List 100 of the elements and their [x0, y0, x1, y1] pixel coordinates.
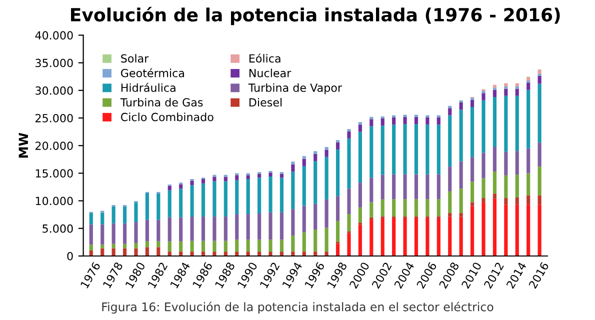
bar	[380, 174, 384, 200]
bar	[291, 209, 295, 236]
bar	[156, 193, 160, 220]
bar	[100, 244, 104, 248]
bar	[145, 247, 149, 256]
bar	[526, 90, 530, 148]
bar	[224, 216, 228, 241]
bar	[414, 174, 418, 200]
bar	[459, 216, 463, 256]
bar	[347, 131, 351, 138]
bar	[358, 224, 362, 256]
bar	[291, 162, 295, 164]
bar	[526, 173, 530, 196]
bar	[470, 202, 474, 206]
legend-label: Geotérmica	[120, 68, 184, 78]
bar	[336, 196, 340, 221]
bar	[370, 220, 374, 256]
bar	[280, 240, 284, 252]
y-tick-label: 40.000	[35, 31, 73, 40]
bar	[168, 190, 172, 218]
bar	[380, 118, 384, 126]
bar	[515, 83, 519, 87]
bar	[314, 161, 318, 204]
bar	[179, 184, 183, 189]
bar	[280, 212, 284, 240]
legend-label: Diesel	[249, 98, 282, 107]
bar	[403, 218, 407, 256]
bar	[482, 93, 486, 100]
bar	[212, 216, 216, 241]
bar	[324, 150, 328, 157]
bar	[414, 124, 418, 174]
bar	[347, 138, 351, 189]
bar	[336, 220, 340, 242]
bar	[134, 243, 138, 248]
bar	[492, 90, 497, 98]
bar	[448, 115, 452, 167]
bar	[89, 224, 93, 245]
bar	[89, 244, 93, 250]
bar	[436, 117, 440, 125]
bar	[168, 241, 172, 252]
bar	[482, 202, 486, 256]
bar	[470, 206, 474, 256]
bar	[358, 182, 362, 208]
bar	[515, 204, 519, 256]
y-tick-label: 35.000	[36, 58, 73, 68]
bar	[370, 119, 374, 126]
bar	[538, 195, 542, 205]
text: Figura 16: Evolución de la potencia instalada en el sector eléctrico	[102, 302, 494, 314]
y-tick-label: 5.000	[42, 224, 73, 233]
bar	[470, 156, 474, 182]
bar	[358, 122, 362, 125]
bar	[179, 241, 183, 252]
bar	[291, 164, 295, 172]
bar	[280, 178, 284, 212]
bar	[403, 116, 407, 124]
bar	[258, 178, 262, 214]
bar	[179, 217, 183, 242]
bar	[302, 206, 306, 232]
bar	[347, 188, 351, 214]
bar	[212, 176, 216, 182]
bar	[212, 252, 216, 256]
bar	[392, 218, 396, 256]
bar	[436, 174, 440, 200]
bar	[414, 116, 418, 124]
legend-label: Hidráulica	[121, 82, 176, 92]
bar	[314, 204, 318, 230]
bar	[190, 252, 194, 256]
bar	[448, 212, 452, 217]
bar	[201, 178, 206, 184]
bar	[122, 244, 127, 248]
bar	[392, 199, 396, 216]
bar	[526, 77, 530, 80]
y-tick-label: 30.000	[36, 86, 73, 95]
bar	[482, 90, 486, 94]
bar	[403, 174, 407, 200]
bar	[538, 70, 542, 74]
bar	[258, 213, 262, 240]
bar	[156, 247, 160, 256]
bar	[89, 212, 93, 224]
legend-label: Eólica	[249, 54, 280, 63]
bar	[122, 223, 127, 244]
bar	[526, 204, 530, 256]
bar	[414, 199, 418, 216]
bar	[470, 100, 474, 107]
bar	[235, 214, 239, 240]
bar	[492, 97, 497, 147]
bar	[526, 82, 530, 90]
bar	[482, 100, 486, 153]
bar	[504, 96, 508, 152]
bar	[168, 217, 172, 242]
legend-label: Solar	[121, 54, 149, 63]
bar	[515, 197, 519, 205]
bar	[459, 212, 463, 217]
bar	[201, 183, 206, 217]
bar	[515, 151, 519, 175]
bar	[302, 156, 306, 159]
bar	[470, 106, 474, 157]
bar	[526, 195, 530, 205]
bar	[268, 240, 272, 252]
chart-title: Evolución de la potencia instalada (1976 - 2016)	[71, 6, 560, 26]
